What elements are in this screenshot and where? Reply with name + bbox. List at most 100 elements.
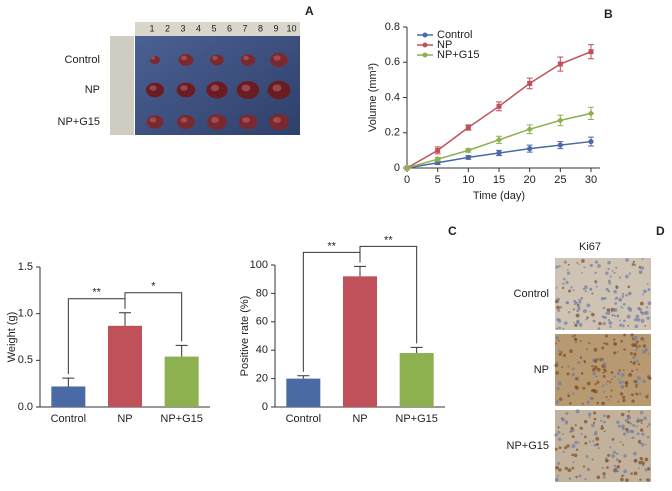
- ihc-cell: [571, 466, 575, 470]
- ihc-cell: [614, 297, 617, 300]
- ihc-cell: [561, 417, 566, 422]
- ihc-cell: [615, 452, 619, 456]
- ihc-cell: [591, 388, 595, 393]
- ihc-cell: [635, 392, 639, 396]
- row-label: NP+G15: [507, 440, 550, 452]
- ihc-cell: [618, 276, 621, 279]
- ihc-cell: [593, 411, 597, 415]
- ihc-cell: [639, 308, 642, 312]
- ihc-cell: [562, 277, 566, 281]
- ihc-cell: [591, 423, 595, 428]
- ihc-cell: [630, 393, 634, 397]
- ihc-cell: [613, 375, 616, 378]
- ihc-cell: [641, 432, 645, 436]
- ihc-cell: [559, 306, 563, 309]
- ihc-cell: [593, 359, 598, 363]
- ihc-cell: [565, 300, 570, 305]
- ihc-cell: [558, 446, 562, 450]
- ihc-cell: [555, 400, 560, 405]
- ihc-cell: [621, 380, 624, 384]
- ihc-cell: [579, 356, 583, 359]
- ihc-cell: [637, 467, 640, 470]
- ihc-cell: [629, 422, 632, 425]
- ihc-cell: [556, 461, 561, 466]
- ihc-cell: [633, 471, 638, 476]
- y-axis-label: Positive rate (%): [239, 296, 251, 377]
- error-bar: [175, 344, 188, 357]
- ihc-cell: [614, 314, 617, 317]
- ihc-cell: [555, 336, 559, 340]
- ihc-cell: [570, 426, 574, 430]
- ihc-cell: [558, 265, 561, 268]
- ihc-cell: [621, 306, 624, 309]
- ihc-cell: [590, 312, 595, 317]
- ihc-cell: [622, 432, 627, 436]
- ihc-cell: [574, 440, 578, 445]
- ihc-cell: [628, 308, 633, 312]
- ihc-cell: [621, 295, 625, 298]
- ihc-cell: [574, 323, 578, 327]
- ihc-cell: [554, 447, 558, 451]
- ihc-cell: [582, 386, 586, 390]
- ihc-cell: [555, 477, 559, 482]
- ihc-cell: [585, 318, 588, 321]
- ihc-cell: [602, 306, 606, 310]
- ihc-cell: [581, 272, 583, 274]
- ihc-cell: [647, 375, 651, 379]
- tumor-highlight: [241, 84, 251, 92]
- ihc-cell: [622, 443, 625, 446]
- significance-label: *: [151, 281, 156, 293]
- ihc-cell: [640, 337, 644, 341]
- x-tick-label: NP: [117, 413, 132, 425]
- point: [496, 103, 502, 109]
- ihc-cell: [578, 474, 582, 478]
- point: [495, 136, 503, 143]
- ihc-cell: [573, 321, 576, 324]
- ihc-cell: [569, 349, 573, 353]
- ihc-cell: [557, 339, 560, 342]
- bar: [51, 386, 86, 407]
- ihc-cell: [638, 265, 642, 269]
- ihc-cell: [604, 366, 607, 368]
- ihc-cell: [568, 477, 572, 480]
- ihc-cell: [602, 414, 606, 418]
- tumor-highlight: [272, 84, 282, 92]
- ihc-cell: [638, 344, 641, 348]
- ihc-cell: [603, 315, 607, 320]
- ihc-cell: [606, 380, 609, 383]
- ihc-cell: [641, 311, 645, 316]
- panel-label: D: [656, 224, 665, 238]
- ihc-cell: [581, 259, 585, 263]
- ihc-cell: [605, 383, 608, 386]
- ruler-number: 2: [165, 23, 170, 33]
- y-tick-label: 1.5: [18, 261, 33, 273]
- ihc-cell: [607, 267, 610, 271]
- significance-bracket: [359, 245, 418, 344]
- ihc-cell: [632, 355, 636, 360]
- ihc-cell: [586, 381, 591, 386]
- error-bar: [354, 265, 366, 277]
- ihc-cell: [571, 367, 575, 371]
- ihc-cell: [623, 348, 626, 351]
- ihc-cell: [557, 426, 560, 429]
- bar: [164, 356, 199, 407]
- ihc-cell: [573, 453, 578, 458]
- ihc-cell: [622, 427, 625, 431]
- ihc-cell: [648, 423, 651, 426]
- ihc-cell: [634, 324, 639, 329]
- ihc-cell: [631, 369, 634, 373]
- ihc-cell: [568, 289, 572, 293]
- ihc-cell: [644, 324, 647, 327]
- tumor-highlight: [181, 55, 187, 61]
- ihc-cell: [644, 310, 649, 315]
- ihc-cell: [614, 301, 618, 305]
- ihc-cell: [647, 467, 651, 471]
- ihc-cell: [610, 310, 613, 313]
- ihc-cell: [560, 351, 563, 354]
- ihc-cell: [635, 383, 638, 386]
- y-tick-label: 0: [394, 162, 400, 174]
- bar: [343, 276, 377, 407]
- ihc-cell: [637, 417, 640, 420]
- error-bar: [62, 377, 75, 387]
